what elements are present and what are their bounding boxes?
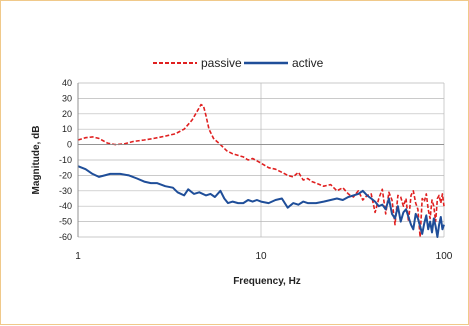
y-tick-labels: 40 30 20 10 0 -10 -20 -30 -40 -50 -60 <box>59 78 72 242</box>
y-tick-label: 30 <box>62 93 72 103</box>
y-tick-label: -10 <box>59 155 72 165</box>
x-axis-title: Frequency, Hz <box>233 276 301 287</box>
legend-label-passive: passive <box>201 56 242 70</box>
series-line-passive <box>77 103 445 238</box>
y-tick-label: 20 <box>62 109 72 119</box>
y-tick-label: -20 <box>59 170 72 180</box>
series-layer <box>77 103 445 238</box>
y-tick-label: -30 <box>59 186 72 196</box>
y-tick-label: 10 <box>62 124 72 134</box>
y-tick-label: -50 <box>59 217 72 227</box>
x-tick-label: 1 <box>75 251 81 262</box>
series-line-active <box>77 165 445 238</box>
x-tick-labels: 1 10 100 <box>75 251 453 262</box>
axes <box>77 83 444 237</box>
y-tick-label: -40 <box>59 201 72 211</box>
y-tick-label: 0 <box>67 140 72 150</box>
legend: passive active <box>153 56 324 70</box>
x-tick-label: 10 <box>255 251 267 262</box>
y-tick-label: -60 <box>59 232 72 242</box>
x-tick-label: 100 <box>436 251 453 262</box>
grid <box>77 82 445 238</box>
y-tick-label: 40 <box>62 78 72 88</box>
y-axis-title: Magnitude, dB <box>31 126 42 195</box>
legend-label-active: active <box>292 56 324 70</box>
